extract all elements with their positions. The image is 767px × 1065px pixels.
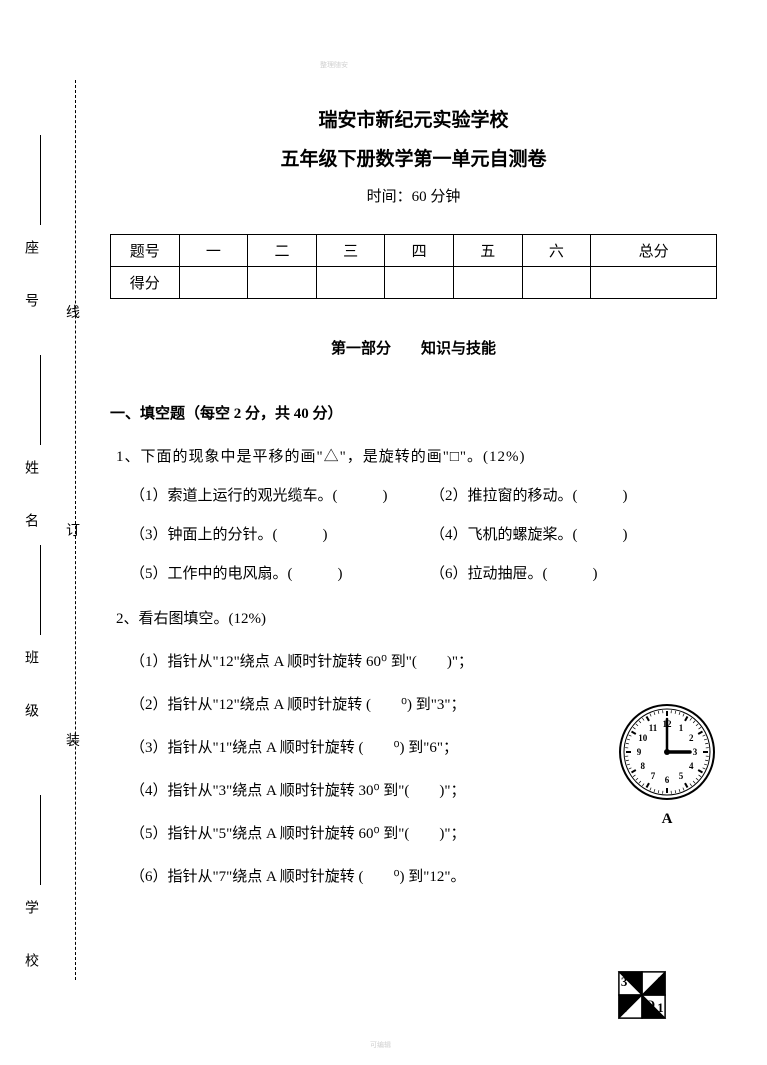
score-cell-5[interactable] [453, 267, 522, 299]
score-head-total: 总分 [591, 235, 717, 267]
score-header-row: 题号 一 二 三 四 五 六 总分 [111, 235, 717, 267]
q1-row-3: （5）工作中的电风扇。( ) （6）拉动抽屉。( ) [110, 562, 717, 583]
clock-figure: 123456789101112 A [617, 702, 717, 828]
score-head-1: 一 [179, 235, 248, 267]
q1-item-2: （2）推拉窗的移动。( ) [430, 484, 717, 505]
q2-intro: 2、看右图填空。(12%) [110, 607, 717, 628]
dash-char-zhuang: 装 [66, 730, 80, 750]
svg-text:9: 9 [637, 747, 642, 757]
score-row2-label: 得分 [111, 267, 180, 299]
q1-item-6: （6）拉动抽屉。( ) [430, 562, 717, 583]
svg-text:1: 1 [679, 723, 684, 733]
svg-text:3: 3 [621, 974, 628, 989]
svg-text:7: 7 [651, 771, 656, 781]
q1-row-2: （3）钟面上的分针。( ) （4）飞机的螺旋桨。( ) [110, 523, 717, 544]
school-name: 瑞安市新纪元实验学校 [110, 105, 717, 132]
watermark-bottom: 可编辑 [370, 1040, 391, 1050]
margin-label-class: 班 级 [20, 650, 40, 729]
svg-text:1: 1 [657, 1000, 664, 1015]
score-head-2: 二 [248, 235, 317, 267]
score-table: 题号 一 二 三 四 五 六 总分 得分 [110, 234, 717, 299]
q1-row-1: （1）索道上运行的观光缆车。( ) （2）推拉窗的移动。( ) [110, 484, 717, 505]
score-head-3: 三 [316, 235, 385, 267]
margin-label-school: 学 校 [20, 900, 40, 979]
clock-icon: 123456789101112 [617, 702, 717, 802]
margin-label-name: 姓 名 [20, 460, 40, 539]
q2-line-1: （1）指针从"12"绕点 A 顺时针旋转 60⁰ 到"( )"； [130, 650, 717, 671]
q1-intro: 1、下面的现象中是平移的画"△"，是旋转的画"□"。(12%) [110, 445, 717, 466]
score-cell-1[interactable] [179, 267, 248, 299]
svg-text:4: 4 [689, 761, 694, 771]
svg-text:4: 4 [621, 1000, 628, 1015]
score-cell-total[interactable] [591, 267, 717, 299]
dash-char-xian: 线 [66, 302, 80, 322]
pinwheel-icon: 1 2 3 4 O [587, 940, 707, 1060]
q1-item-1: （1）索道上运行的观光缆车。( ) [130, 484, 430, 505]
svg-text:2: 2 [689, 733, 694, 743]
q1-item-5: （5）工作中的电风扇。( ) [130, 562, 430, 583]
svg-text:6: 6 [665, 775, 670, 785]
section1-head: 一、填空题（每空 2 分，共 40 分） [110, 402, 717, 423]
svg-text:10: 10 [638, 733, 648, 743]
dash-char-ding: 订 [66, 520, 80, 540]
svg-text:11: 11 [649, 723, 658, 733]
pinwheel-figure: 1 2 3 4 O [587, 940, 707, 1065]
score-cell-3[interactable] [316, 267, 385, 299]
margin-underline-1 [40, 135, 41, 225]
svg-text:2: 2 [657, 974, 664, 989]
margin-label-seat: 座 号 [20, 240, 40, 319]
paper-title: 五年级下册数学第一单元自测卷 [110, 144, 717, 171]
score-head-0: 题号 [111, 235, 180, 267]
q1-item-4: （4）飞机的螺旋桨。( ) [430, 523, 717, 544]
score-cell-2[interactable] [248, 267, 317, 299]
time-limit: 时间：60 分钟 [110, 185, 717, 206]
margin-underline-4 [40, 795, 41, 885]
score-head-5: 五 [453, 235, 522, 267]
svg-text:3: 3 [693, 747, 698, 757]
svg-text:O: O [645, 997, 655, 1012]
score-cell-6[interactable] [522, 267, 591, 299]
svg-text:5: 5 [679, 771, 684, 781]
score-cell-4[interactable] [385, 267, 454, 299]
part1-title: 第一部分 知识与技能 [110, 337, 717, 358]
binding-margin: 座 号 姓 名 班 级 学 校 线 订 装 [0, 0, 90, 1063]
q1-item-3: （3）钟面上的分针。( ) [130, 523, 430, 544]
score-head-4: 四 [385, 235, 454, 267]
score-head-6: 六 [522, 235, 591, 267]
q2-line-6: （6）指针从"7"绕点 A 顺时针旋转 ( ⁰) 到"12"。 [130, 865, 717, 886]
clock-caption: A [617, 811, 717, 828]
svg-text:8: 8 [641, 761, 646, 771]
margin-underline-2 [40, 355, 41, 445]
score-value-row: 得分 [111, 267, 717, 299]
margin-underline-3 [40, 545, 41, 635]
